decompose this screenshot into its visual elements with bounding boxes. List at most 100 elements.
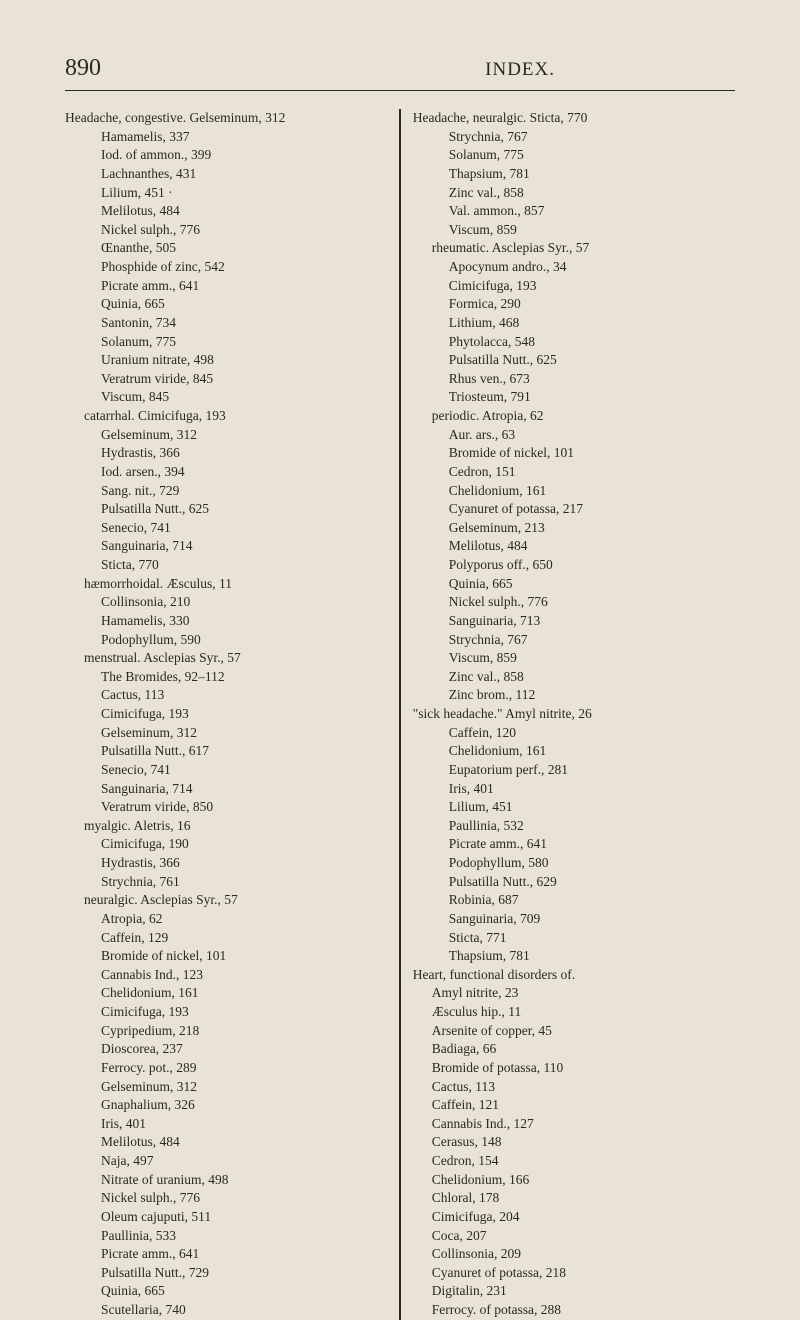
index-entry: Gelseminum, 312: [65, 724, 387, 743]
index-entry: Heart, functional disorders of.: [413, 966, 735, 985]
index-entry: Phosphide of zinc, 542: [65, 258, 387, 277]
index-entry: Oleum cajuputi, 511: [65, 1208, 387, 1227]
index-entry: Atropia, 62: [65, 910, 387, 929]
index-entry: Robinia, 687: [413, 891, 735, 910]
column-divider: [399, 109, 401, 1320]
index-entry: Œnanthe, 505: [65, 239, 387, 258]
index-entry: Æsculus hip., 11: [413, 1003, 735, 1022]
index-content: Headache, congestive. Gelseminum, 312Ham…: [65, 109, 735, 1320]
page-number: 890: [65, 55, 101, 82]
index-entry: Val. ammon., 857: [413, 202, 735, 221]
index-entry: Dioscorea, 237: [65, 1040, 387, 1059]
index-entry: Aur. ars., 63: [413, 426, 735, 445]
index-entry: Cedron, 154: [413, 1152, 735, 1171]
index-entry: Senecio, 741: [65, 519, 387, 538]
index-entry: Zinc val., 858: [413, 184, 735, 203]
index-entry: Senecio, 741: [65, 761, 387, 780]
index-entry: Quinia, 665: [413, 575, 735, 594]
index-entry: Cimicifuga, 190: [65, 835, 387, 854]
index-entry: Melilotus, 484: [65, 202, 387, 221]
index-entry: Gnaphalium, 326: [65, 1096, 387, 1115]
index-entry: Pulsatilla Nutt., 629: [413, 873, 735, 892]
index-entry: Cyanuret of potassa, 217: [413, 500, 735, 519]
index-entry: Melilotus, 484: [65, 1133, 387, 1152]
index-entry: Chelidonium, 161: [65, 984, 387, 1003]
index-entry: Eupatorium perf., 281: [413, 761, 735, 780]
index-entry: rheumatic. Asclepias Syr., 57: [413, 239, 735, 258]
index-entry: Cactus, 113: [413, 1078, 735, 1097]
index-entry: menstrual. Asclepias Syr., 57: [65, 649, 387, 668]
index-entry: Headache, congestive. Gelseminum, 312: [65, 109, 387, 128]
index-entry: Arsenite of copper, 45: [413, 1022, 735, 1041]
index-entry: Gelseminum, 312: [65, 1078, 387, 1097]
index-entry: Cimicifuga, 193: [65, 705, 387, 724]
index-entry: neuralgic. Asclepias Syr., 57: [65, 891, 387, 910]
index-entry: Cactus, 113: [65, 686, 387, 705]
index-entry: Chelidonium, 161: [413, 482, 735, 501]
index-entry: Podophyllum, 580: [413, 854, 735, 873]
index-entry: Uranium nitrate, 498: [65, 351, 387, 370]
index-entry: Cannabis Ind., 123: [65, 966, 387, 985]
index-entry: hæmorrhoidal. Æsculus, 11: [65, 575, 387, 594]
index-entry: Polyporus off., 650: [413, 556, 735, 575]
index-entry: Cyanuret of potassa, 218: [413, 1264, 735, 1283]
index-entry: Zinc brom., 112: [413, 686, 735, 705]
index-entry: Hamamelis, 337: [65, 128, 387, 147]
index-entry: Veratrum viride, 845: [65, 370, 387, 389]
index-entry: Naja, 497: [65, 1152, 387, 1171]
page-header: 890 INDEX.: [65, 55, 735, 82]
index-entry: Cimicifuga, 193: [65, 1003, 387, 1022]
index-entry: Solanum, 775: [413, 146, 735, 165]
index-entry: Phytolacca, 548: [413, 333, 735, 352]
index-entry: Melilotus, 484: [413, 537, 735, 556]
index-title: INDEX.: [485, 59, 555, 81]
index-entry: Lithium, 468: [413, 314, 735, 333]
index-entry: Lilium, 451: [413, 798, 735, 817]
index-entry: Pulsatilla Nutt., 625: [65, 500, 387, 519]
index-entry: Nickel sulph., 776: [65, 1189, 387, 1208]
index-entry: Cimicifuga, 204: [413, 1208, 735, 1227]
index-entry: Caffein, 121: [413, 1096, 735, 1115]
index-entry: Strychnia, 761: [65, 873, 387, 892]
index-entry: Bromide of nickel, 101: [65, 947, 387, 966]
index-entry: Sticta, 771: [413, 929, 735, 948]
index-entry: Nickel sulph., 776: [65, 221, 387, 240]
index-entry: Pulsatilla Nutt., 729: [65, 1264, 387, 1283]
index-entry: Gelseminum, 213: [413, 519, 735, 538]
header-divider: [65, 90, 735, 91]
index-entry: Badiaga, 66: [413, 1040, 735, 1059]
index-entry: Chelidonium, 161: [413, 742, 735, 761]
index-entry: Veratrum viride, 850: [65, 798, 387, 817]
index-entry: Headache, neuralgic. Sticta, 770: [413, 109, 735, 128]
index-entry: Iod. arsen., 394: [65, 463, 387, 482]
index-entry: The Bromides, 92–112: [65, 668, 387, 687]
index-entry: "sick headache." Amyl nitrite, 26: [413, 705, 735, 724]
index-entry: Ferrocy. pot., 289: [65, 1059, 387, 1078]
index-entry: periodic. Atropia, 62: [413, 407, 735, 426]
index-entry: Cypripedium, 218: [65, 1022, 387, 1041]
index-entry: Scutellaria, 740: [65, 1301, 387, 1320]
index-entry: Picrate amm., 641: [413, 835, 735, 854]
index-entry: Sanguinaria, 713: [413, 612, 735, 631]
right-column: Headache, neuralgic. Sticta, 770 Strychni…: [413, 109, 735, 1320]
index-entry: Pulsatilla Nutt., 625: [413, 351, 735, 370]
index-entry: Hydrastis, 366: [65, 444, 387, 463]
index-entry: Sanguinaria, 714: [65, 537, 387, 556]
index-entry: Cedron, 151: [413, 463, 735, 482]
index-entry: Nickel sulph., 776: [413, 593, 735, 612]
index-entry: Gelseminum, 312: [65, 426, 387, 445]
index-entry: Zinc val., 858: [413, 668, 735, 687]
index-entry: Thapsium, 781: [413, 947, 735, 966]
index-entry: Amyl nitrite, 23: [413, 984, 735, 1003]
index-entry: Viscum, 859: [413, 649, 735, 668]
index-entry: Hamamelis, 330: [65, 612, 387, 631]
index-entry: Caffein, 120: [413, 724, 735, 743]
index-entry: Thapsium, 781: [413, 165, 735, 184]
index-entry: Picrate amm., 641: [65, 1245, 387, 1264]
index-entry: Iris, 401: [413, 780, 735, 799]
index-entry: Apocynum andro., 34: [413, 258, 735, 277]
index-entry: Solanum, 775: [65, 333, 387, 352]
index-entry: Podophyllum, 590: [65, 631, 387, 650]
index-entry: Triosteum, 791: [413, 388, 735, 407]
index-entry: Strychnia, 767: [413, 631, 735, 650]
